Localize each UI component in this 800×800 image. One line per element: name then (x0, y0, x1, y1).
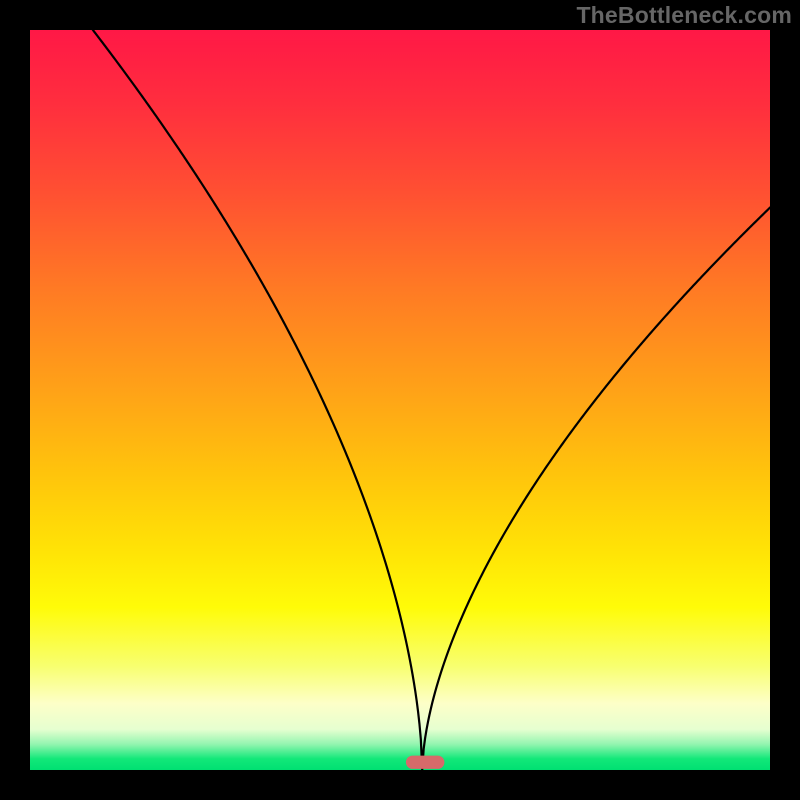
plot-svg (0, 0, 800, 800)
min-marker-pill (406, 756, 444, 769)
figure-root: { "canvas": { "width": 800, "height": 80… (0, 0, 800, 800)
watermark-text: TheBottleneck.com (576, 2, 792, 29)
plot-background (30, 30, 770, 770)
